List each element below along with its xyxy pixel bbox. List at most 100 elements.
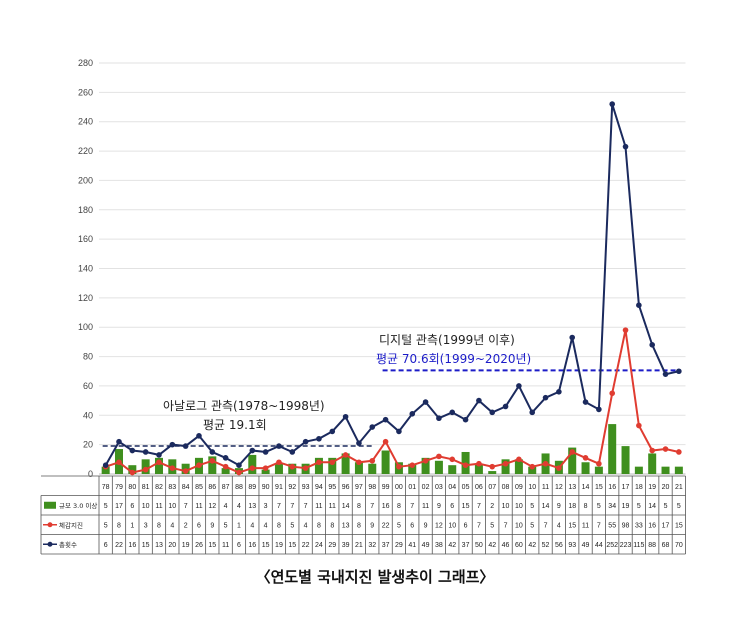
table-cell: 10 <box>502 503 510 510</box>
table-cell: 22 <box>382 522 390 529</box>
table-cell: 8 <box>330 522 334 529</box>
table-cell: 9 <box>437 503 441 510</box>
table-cell: 8 <box>397 503 401 510</box>
data-point <box>462 416 469 423</box>
category-label: 98 <box>368 484 376 491</box>
category-label: 80 <box>128 484 136 491</box>
data-point <box>436 453 442 460</box>
table-cell: 10 <box>515 503 523 510</box>
table-cell: 4 <box>170 522 174 529</box>
data-point <box>356 440 362 446</box>
annotation-digital-period: 디지털 관측(1999년 이후) <box>379 333 515 347</box>
table-cell: 12 <box>208 503 216 510</box>
bar <box>488 471 497 474</box>
bar <box>674 466 683 474</box>
data-point <box>182 443 189 449</box>
y-tick-label: 120 <box>78 293 93 303</box>
y-axis-ticks: 0 20 40 60 80 100 120 140 160 180 200 220 240 260 280 <box>78 58 93 479</box>
table-cell: 4 <box>264 522 268 529</box>
table-cell: 37 <box>382 542 390 549</box>
category-label: 88 <box>235 484 243 491</box>
data-point <box>289 463 296 470</box>
category-label: 06 <box>475 484 483 491</box>
data-point <box>436 415 442 422</box>
table-cell: 15 <box>462 503 470 510</box>
bar <box>581 462 590 474</box>
data-point <box>476 460 482 467</box>
table-cell: 5 <box>224 522 228 529</box>
bar <box>154 457 163 474</box>
data-point <box>249 465 256 471</box>
table-cell: 33 <box>635 522 643 529</box>
data-point <box>622 327 629 333</box>
data-point <box>169 465 176 471</box>
table-cell: 2 <box>490 503 494 510</box>
table-cell: 8 <box>277 522 281 529</box>
y-tick-label: 200 <box>78 175 93 185</box>
data-point <box>276 443 282 449</box>
annotation-digital-average: 평균 70.6회(1999~2020년) <box>376 352 531 366</box>
table-cell: 8 <box>117 522 121 529</box>
y-tick-label: 0 <box>88 469 93 479</box>
data-point <box>236 469 242 476</box>
table-cell: 18 <box>568 503 576 510</box>
data-point <box>449 409 456 416</box>
table-cell: 9 <box>557 503 561 510</box>
y-tick-label: 80 <box>83 352 93 362</box>
table-cell: 11 <box>155 503 162 510</box>
bar <box>634 466 643 474</box>
data-point <box>382 416 389 423</box>
table-cell: 5 <box>597 503 601 510</box>
table-cell: 16 <box>248 542 256 549</box>
table-cell: 7 <box>477 503 481 510</box>
table-cell: 10 <box>168 503 176 510</box>
data-point <box>409 411 416 417</box>
data-point <box>422 399 429 405</box>
table-cell: 5 <box>397 522 401 529</box>
bar <box>368 463 377 474</box>
table-cell: 4 <box>224 503 228 510</box>
bar <box>328 457 337 474</box>
category-label: 07 <box>488 484 496 491</box>
table-cell: 7 <box>304 503 308 510</box>
table-cell: 22 <box>115 542 123 549</box>
y-tick-label: 280 <box>78 58 93 68</box>
table-cell: 42 <box>448 542 456 549</box>
y-tick-label: 160 <box>78 234 93 244</box>
data-point <box>209 449 216 455</box>
table-cell: 7 <box>184 503 188 510</box>
data-point <box>596 406 602 413</box>
data-point <box>129 469 136 476</box>
bar <box>248 454 257 474</box>
table-cell: 5 <box>677 503 681 510</box>
category-label: 84 <box>182 484 190 491</box>
annotation-analog-period: 아날로그 관측(1978~1998년) <box>163 399 325 413</box>
bar <box>221 468 230 474</box>
table-cell: 6 <box>410 522 414 529</box>
table-cell: 7 <box>410 503 414 510</box>
legend-bar-swatch <box>44 501 56 509</box>
data-point <box>262 449 269 455</box>
bar <box>608 424 617 474</box>
data-point <box>542 394 549 401</box>
table-cell: 7 <box>504 522 508 529</box>
data-point <box>529 463 536 470</box>
table-cell: 9 <box>210 522 214 529</box>
data-point <box>116 438 122 445</box>
line-series <box>102 101 682 476</box>
category-label: 89 <box>248 484 256 491</box>
table-cell: 50 <box>475 542 483 549</box>
table-cell: 1 <box>237 522 241 529</box>
bar <box>474 463 483 474</box>
table-cell: 11 <box>195 503 202 510</box>
data-point <box>289 449 296 455</box>
bar <box>354 462 363 474</box>
legend-label: 규모 3.0 이상 <box>59 501 97 510</box>
table-cell: 98 <box>622 522 630 529</box>
data-point <box>489 463 496 470</box>
table-cell: 7 <box>597 522 601 529</box>
data-point <box>636 422 642 429</box>
table-cell: 17 <box>662 522 670 529</box>
y-tick-label: 40 <box>83 410 93 420</box>
table-cell: 11 <box>582 522 589 529</box>
